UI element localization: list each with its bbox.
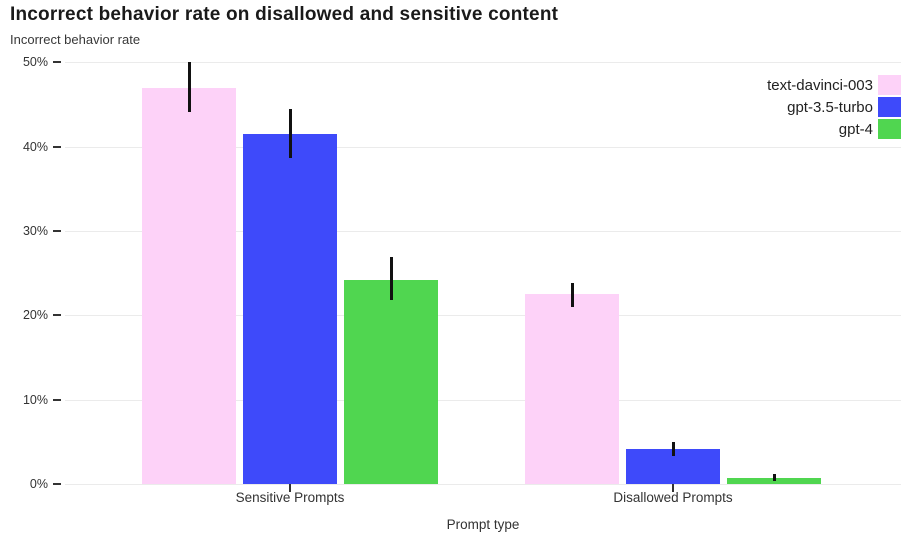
legend-label: gpt-4 — [838, 120, 873, 138]
legend-swatch — [878, 97, 901, 117]
y-tick-label: 40% — [22, 139, 48, 154]
y-tick-label: 0% — [29, 477, 48, 491]
x-category-label: Disallowed Prompts — [613, 490, 733, 505]
y-axis-label: Incorrect behavior rate — [10, 32, 141, 47]
error-bar-gpt-4-sensitive — [389, 257, 393, 301]
y-tick-mark — [53, 483, 61, 485]
gridline-0% — [65, 484, 901, 485]
y-tick-label: 20% — [22, 308, 48, 323]
legend-swatch — [878, 75, 901, 95]
y-tick-mark — [53, 314, 61, 317]
legend-label: text-davinci-003 — [767, 76, 873, 94]
legend-row: gpt-4 — [767, 119, 901, 139]
legend-row: text-davinci-003 — [767, 75, 901, 95]
legend-label: gpt-3.5-turbo — [787, 98, 873, 116]
legend-row: gpt-3.5-turbo — [767, 97, 901, 117]
gridline-10% — [65, 399, 901, 401]
y-tick-mark — [53, 229, 61, 232]
error-bar-gpt-3.5-turbo-disallowed — [671, 441, 675, 457]
error-bar-gpt-3.5-turbo-sensitive — [288, 108, 292, 158]
y-tick-label: 10% — [22, 392, 48, 407]
gridline-30% — [65, 230, 901, 232]
y-tick-label: 30% — [22, 223, 48, 238]
bar-text-davinci-003-sensitive — [142, 87, 236, 484]
x-category-label: Sensitive Prompts — [235, 490, 345, 505]
gridline-20% — [65, 315, 901, 317]
bar-text-davinci-003-disallowed — [525, 294, 619, 484]
y-tick-mark — [53, 145, 61, 148]
x-tick-mark — [672, 484, 674, 492]
legend: text-davinci-003 gpt-3.5-turbo gpt-4 — [767, 75, 901, 139]
chart-title: Incorrect behavior rate on disallowed an… — [10, 4, 559, 25]
error-bar-text-davinci-003-disallowed — [570, 283, 574, 307]
bar-gpt-3.5-turbo-sensitive — [243, 133, 337, 484]
y-tick-mark — [53, 61, 61, 64]
error-bar-gpt-4-disallowed — [772, 473, 776, 482]
plot-area — [65, 55, 901, 485]
legend-swatch — [878, 119, 901, 139]
bar-gpt-4-sensitive — [344, 279, 438, 484]
error-bar-text-davinci-003-sensitive — [187, 62, 191, 113]
x-axis-title: Prompt type — [446, 517, 520, 532]
gridline-40% — [65, 146, 901, 148]
x-tick-mark — [289, 484, 291, 492]
gridline-50% — [65, 62, 901, 64]
y-tick-mark — [53, 398, 61, 401]
y-tick-label: 50% — [22, 55, 48, 70]
